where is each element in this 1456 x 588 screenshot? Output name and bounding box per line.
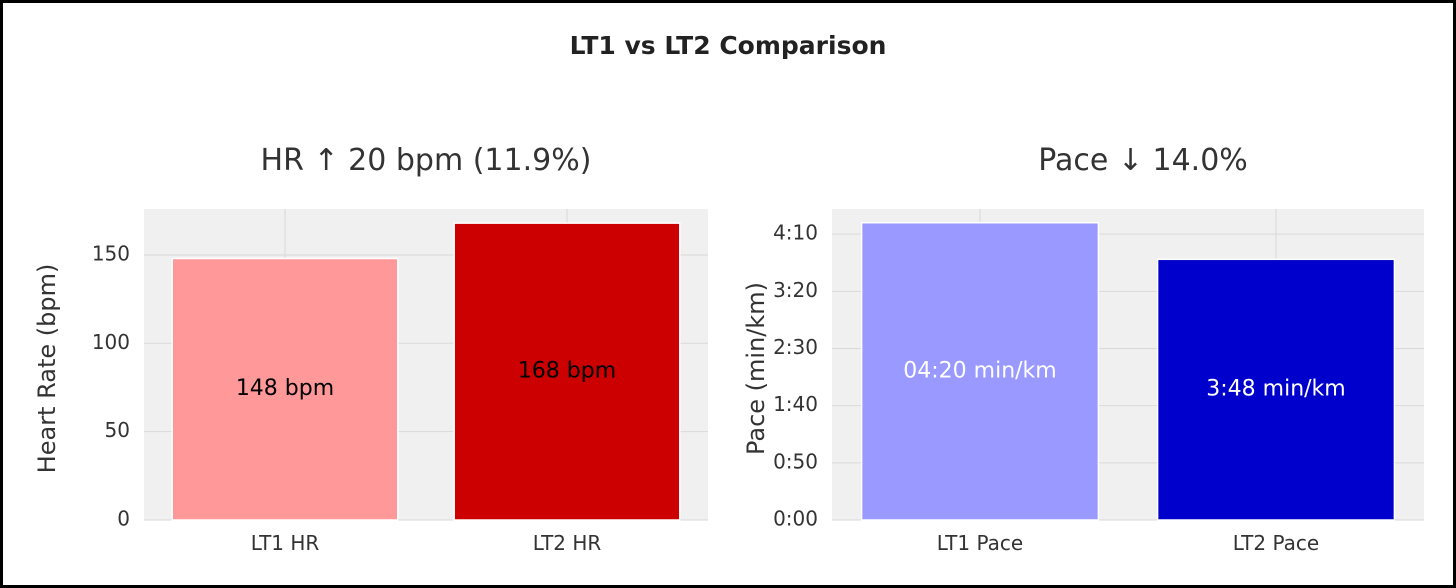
chart2-ytick-label-2: 1:40 bbox=[773, 392, 818, 416]
chart1-bar-0 bbox=[171, 257, 399, 521]
chart2-bar-0 bbox=[860, 221, 1100, 521]
chart-canvas: 148 bpm LT1 HR 168 bpm LT2 HR 0 50 100 150 HR ↑ … bbox=[33, 143, 1424, 555]
chart1-ytick-label-2: 100 bbox=[92, 330, 130, 354]
chart2-ytick-label-5: 4:10 bbox=[773, 221, 818, 245]
chart2-ytick-label-0: 0:00 bbox=[773, 507, 818, 531]
chart1-data-label-1: 168 bpm bbox=[518, 359, 616, 384]
chart1-y-axis-label: Heart Rate (bpm) bbox=[33, 264, 61, 474]
chart1-bar-1 bbox=[453, 222, 681, 521]
chart2-y-axis-label: Pace (min/km) bbox=[742, 282, 770, 455]
chart2-data-label-0: 04:20 min/km bbox=[903, 358, 1056, 383]
chart1-ytick-label-3: 150 bbox=[92, 241, 130, 265]
chart1-ytick-label-0: 0 bbox=[117, 507, 130, 531]
figure-title: LT1 vs LT2 Comparison bbox=[569, 31, 887, 60]
chart1-xtick-label-0: LT1 HR bbox=[251, 531, 320, 555]
chart2-xtick-label-0: LT1 Pace bbox=[937, 531, 1023, 555]
chart1-data-label-0: 148 bpm bbox=[236, 376, 334, 401]
chart2-ytick-label-4: 3:20 bbox=[773, 278, 818, 302]
chart2-ytick-label-1: 0:50 bbox=[773, 449, 818, 473]
chart2-bar-1 bbox=[1156, 258, 1396, 521]
chart1-ytick-label-1: 50 bbox=[105, 418, 130, 442]
chart1-title: HR ↑ 20 bpm (11.9%) bbox=[261, 143, 592, 178]
chart2-title: Pace ↓ 14.0% bbox=[1038, 143, 1248, 178]
chart1-xtick-label-1: LT2 HR bbox=[533, 531, 602, 555]
chart2-xtick-label-1: LT2 Pace bbox=[1233, 531, 1319, 555]
chart2-data-label-1: 3:48 min/km bbox=[1206, 377, 1345, 402]
chart2-ytick-label-3: 2:30 bbox=[773, 335, 818, 359]
